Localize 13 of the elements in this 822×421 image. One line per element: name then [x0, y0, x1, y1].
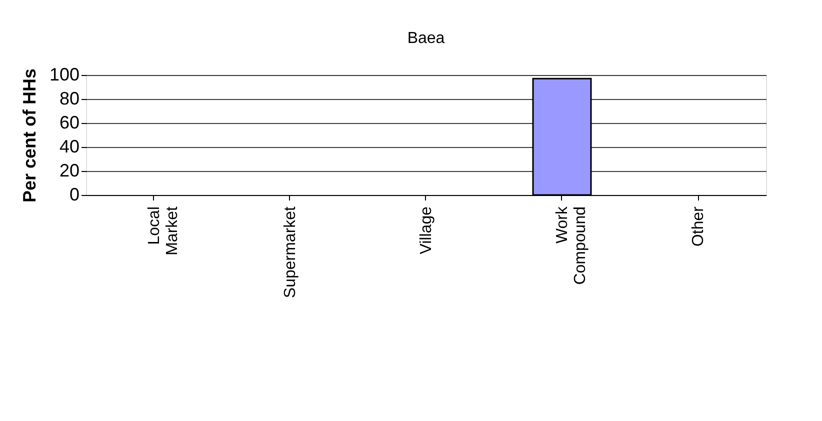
y-tick-label: 0 [69, 184, 80, 204]
y-tick-label: 40 [59, 136, 80, 156]
y-tick-label: 100 [49, 64, 80, 84]
y-tick-label: 60 [59, 112, 80, 132]
x-tick-label: Supermarket [282, 206, 299, 298]
chart-title: Baea [407, 30, 445, 47]
x-tick-label: Other [690, 206, 707, 247]
y-tick-label: 20 [59, 160, 80, 180]
x-tick-label: Work Compound [554, 206, 589, 285]
x-tick-label: Village [418, 206, 435, 254]
y-axis-title: Per cent of HHs [19, 68, 40, 203]
x-tick-label: Local Market [146, 206, 181, 256]
y-tick-label: 80 [59, 88, 80, 108]
